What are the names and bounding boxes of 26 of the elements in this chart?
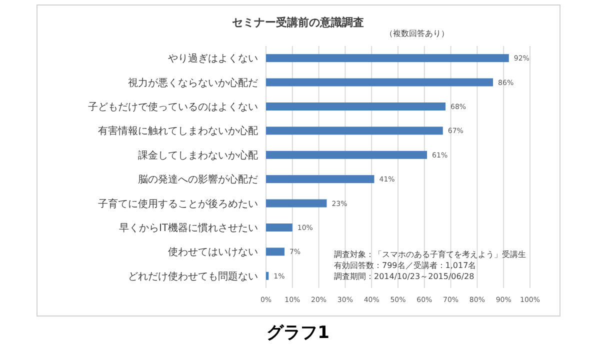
chart-title: セミナー受講前の意識調査 bbox=[232, 16, 364, 29]
y-tick-label: 使わせてはいけない bbox=[168, 247, 258, 258]
text: グラフ1 bbox=[266, 323, 330, 343]
text: （複数回答あり） bbox=[385, 29, 449, 38]
y-tick-label: 子どもだけで使っているのはよくない bbox=[88, 102, 258, 113]
y-tick-label: 課金してしまわないか心配 bbox=[138, 149, 258, 162]
bar bbox=[266, 248, 284, 256]
bar bbox=[266, 78, 494, 86]
bar bbox=[266, 54, 509, 62]
y-tick-label: 脳の発達への影響が心配だ bbox=[138, 174, 258, 186]
y-tick-label: 早くからIT機器に慣れさせたい bbox=[118, 222, 258, 234]
annotation: 調査対象：「スマホのある子育てを考えよう」受講生 bbox=[334, 250, 526, 259]
bar bbox=[266, 102, 446, 110]
bar bbox=[266, 150, 428, 159]
y-tick-label: やり過ぎはよくない bbox=[168, 54, 258, 65]
bar bbox=[266, 126, 443, 135]
y-tick-label: 子育てに使用することが後ろめたい bbox=[98, 198, 258, 210]
bar bbox=[266, 272, 269, 280]
bar bbox=[266, 224, 292, 232]
y-tick-label: 視力が悪くならないか心配だ bbox=[128, 76, 258, 89]
y-tick-label: 有害情報に触れてしまわないか心配 bbox=[98, 125, 258, 138]
annotation: 調査期間：2014/10/23～2015/06/28 bbox=[334, 272, 474, 281]
bar bbox=[266, 175, 374, 184]
bar bbox=[266, 199, 327, 208]
y-tick-label: どれだけ使わせても問題ない bbox=[128, 271, 258, 282]
annotation: 有効回答数：799名／受講者：1,017名 bbox=[334, 261, 476, 270]
